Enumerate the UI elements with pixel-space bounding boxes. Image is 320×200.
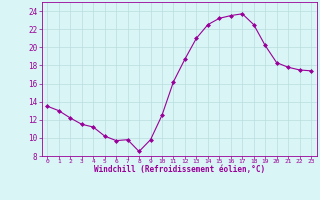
X-axis label: Windchill (Refroidissement éolien,°C): Windchill (Refroidissement éolien,°C) xyxy=(94,165,265,174)
